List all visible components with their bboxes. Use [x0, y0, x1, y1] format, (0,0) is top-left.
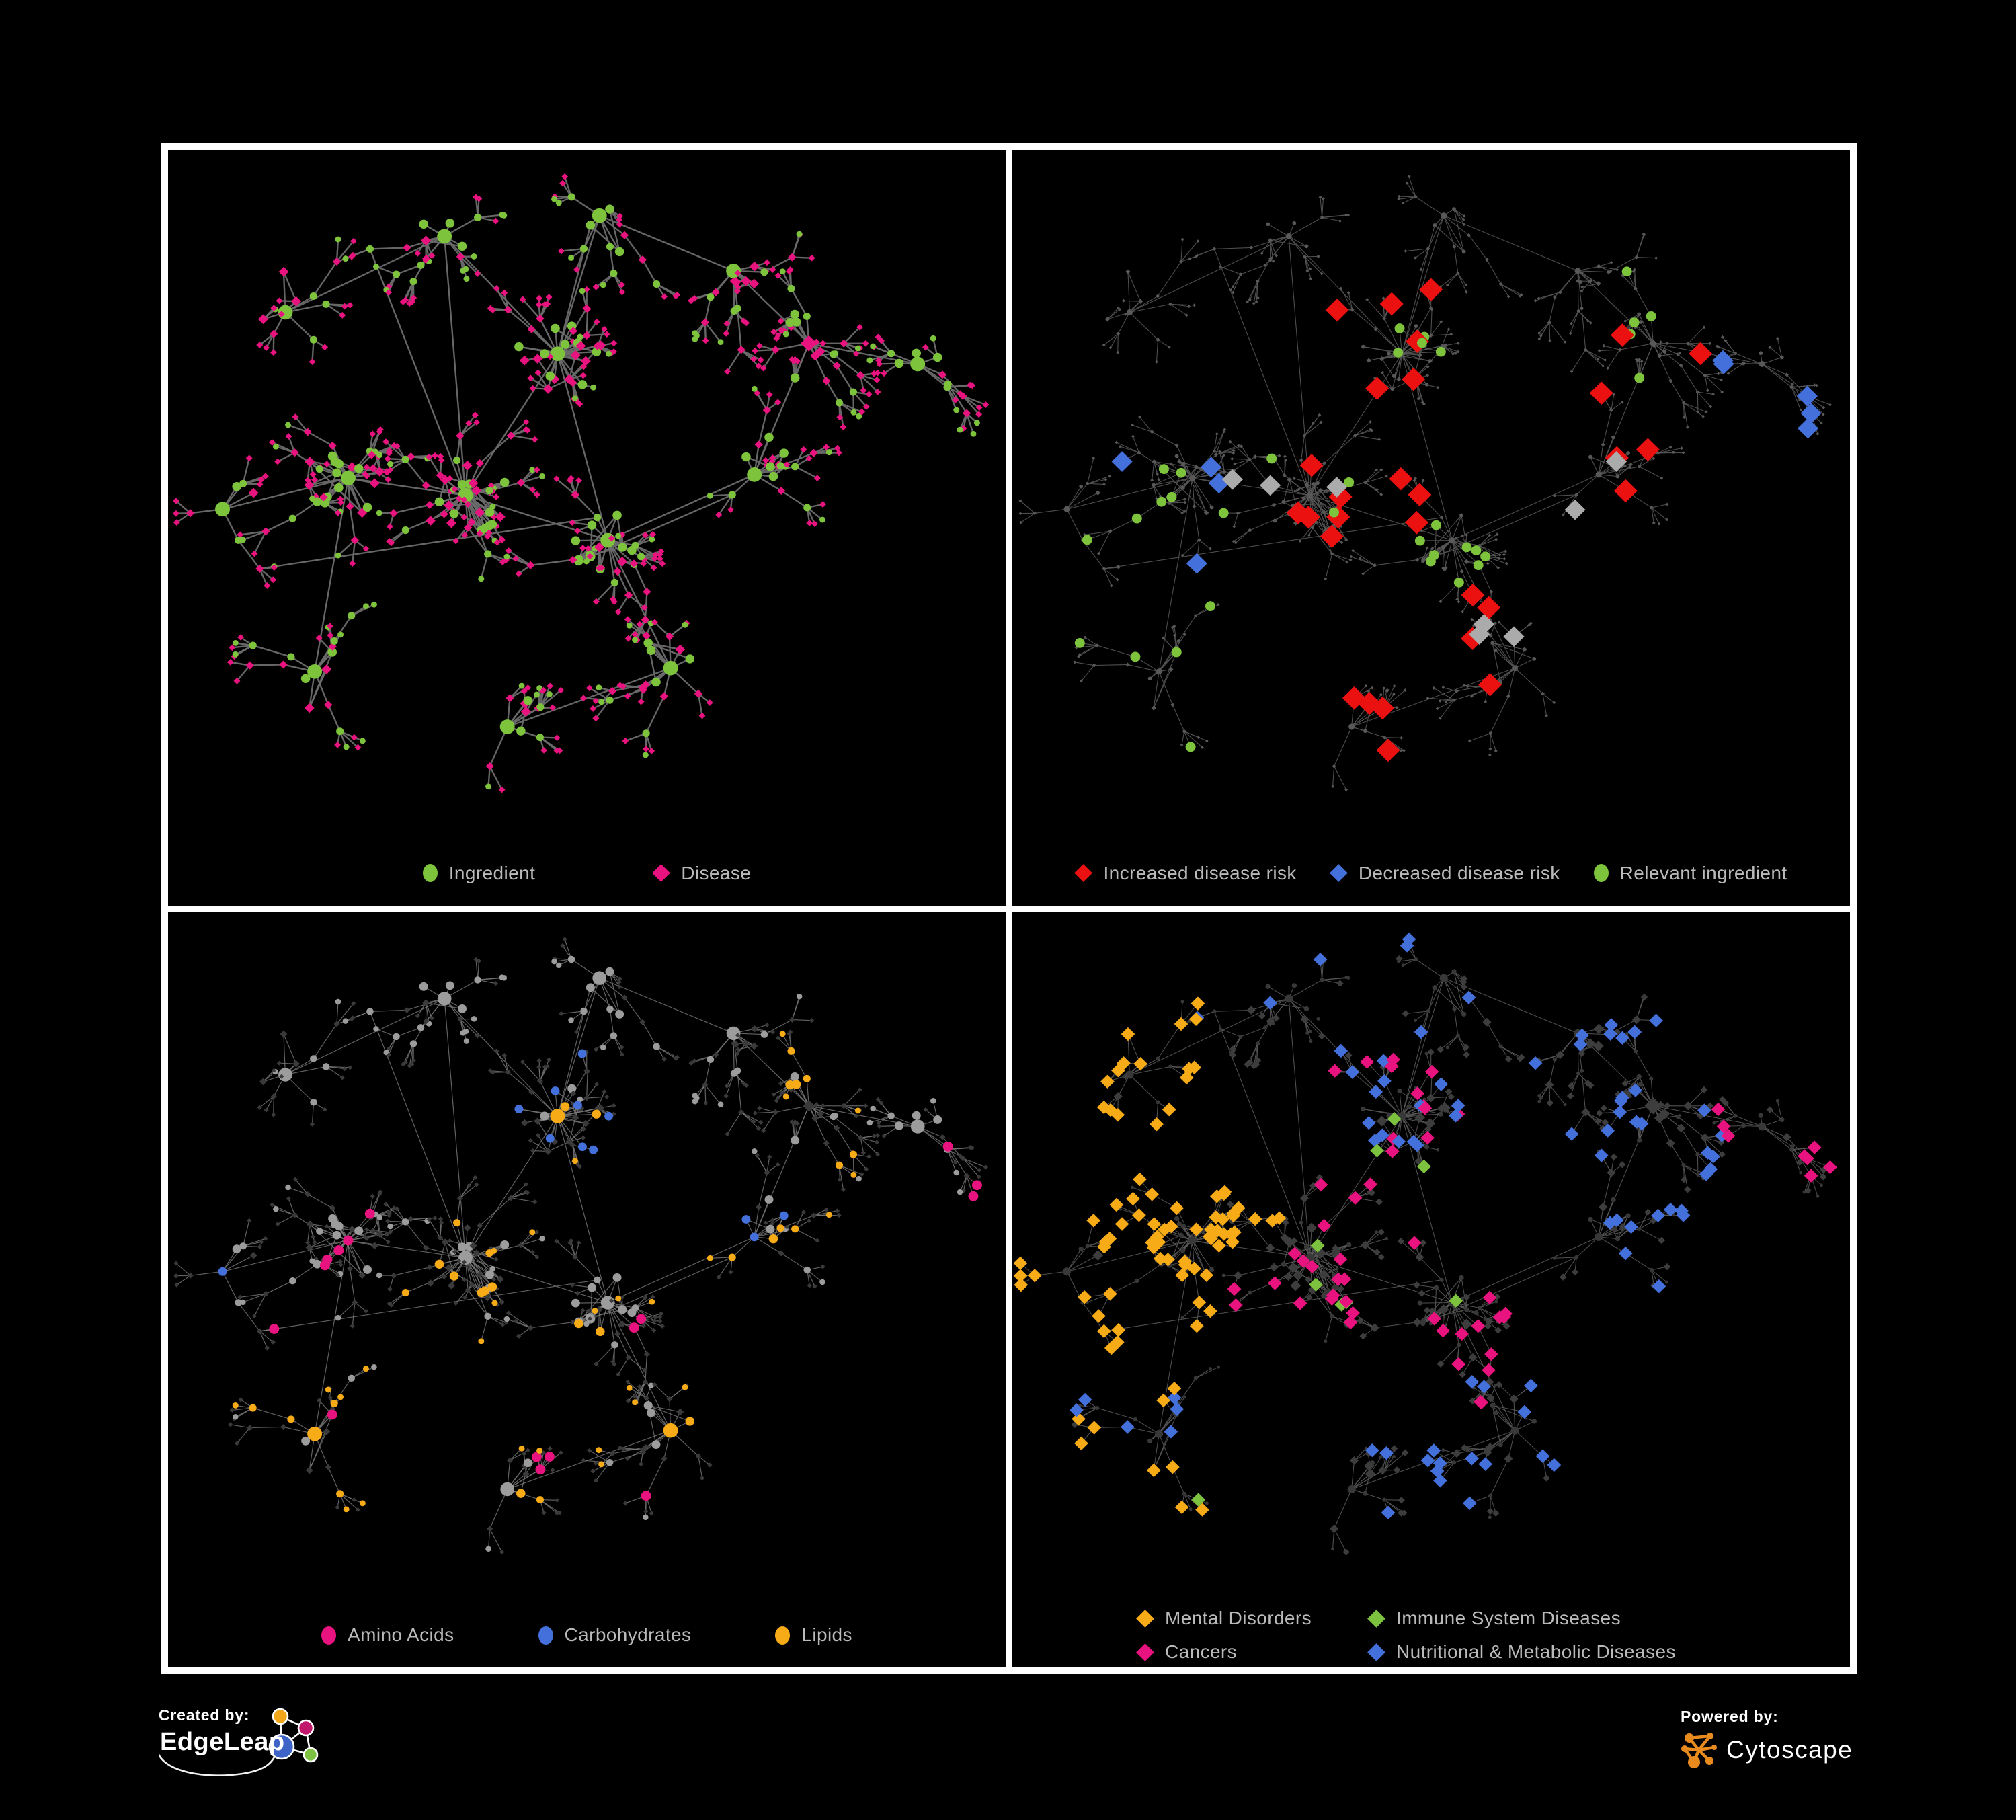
circle-icon	[321, 1626, 337, 1645]
circle-icon	[422, 864, 438, 882]
cytoscape-wordmark: Cytoscape	[1726, 1736, 1853, 1764]
legend-disease-classes: Mental Disorders Immune System Diseases Ca…	[1012, 1603, 1850, 1667]
panel-grid: Ingredient Disease Increased disease risk…	[161, 143, 1857, 1674]
legend-item: Carbohydrates	[538, 1624, 692, 1646]
legend-item: Nutritional & Metabolic Diseases	[1367, 1641, 1676, 1663]
panel-ingredient-disease: Ingredient Disease	[168, 150, 1006, 906]
diamond-icon	[1329, 864, 1348, 882]
diamond-icon	[1367, 1643, 1385, 1661]
legend-item: Lipids	[775, 1624, 852, 1646]
diamond-icon	[652, 864, 671, 882]
legend-label: Immune System Diseases	[1396, 1608, 1621, 1628]
legend-label: Disease	[681, 862, 752, 883]
cytoscape-logo-icon	[1681, 1733, 1717, 1768]
diamond-icon	[1136, 1609, 1154, 1628]
panel-nutrient-classes: Amino Acids Carbohydrates Lipids	[168, 912, 1006, 1667]
cytoscape-branding: Powered by:	[1681, 1708, 1882, 1782]
legend-item: Ingredient	[422, 862, 536, 884]
diamond-icon	[1136, 1643, 1154, 1661]
legend-label: Ingredient	[448, 862, 536, 883]
legend-item: Cancers	[1136, 1641, 1312, 1663]
legend-label: Cancers	[1165, 1641, 1238, 1662]
edgeleap-branding: Created by: EdgeLeap	[159, 1706, 481, 1794]
disease-class-network-graph	[1013, 932, 1837, 1556]
disease-risk-network-graph	[1018, 175, 1832, 791]
nutrient-class-network-graph	[173, 936, 989, 1554]
legend-label: Nutritional & Metabolic Diseases	[1396, 1641, 1676, 1662]
circle-icon	[538, 1626, 553, 1645]
legend-item: Immune System Diseases	[1367, 1608, 1676, 1629]
diamond-icon	[1074, 864, 1093, 882]
legend-item: Relevant ingredient	[1593, 862, 1787, 884]
legend-label: Relevant ingredient	[1619, 862, 1787, 883]
circle-icon	[1593, 864, 1609, 882]
created-by-label: Created by:	[159, 1706, 250, 1724]
panel-disease-classes: Mental Disorders Immune System Diseases Ca…	[1012, 912, 1850, 1667]
legend-label: Lipids	[801, 1624, 852, 1645]
legend-label: Carbohydrates	[564, 1624, 692, 1645]
edgeleap-wordmark: EdgeLeap	[160, 1728, 285, 1756]
legend-label: Increased disease risk	[1103, 862, 1297, 883]
edgeleap-logo-icon	[159, 1708, 319, 1776]
legend-item: Disease	[652, 862, 752, 884]
ingredient-disease-network-graph	[172, 173, 990, 793]
circle-icon	[775, 1626, 791, 1645]
panel-disease-risk: Increased disease risk Decreased disease …	[1012, 150, 1850, 906]
diamond-icon	[1367, 1609, 1385, 1628]
legend-item: Decreased disease risk	[1329, 862, 1560, 884]
powered-by-label: Powered by:	[1681, 1708, 1779, 1725]
legend-ingredient-disease: Ingredient Disease	[168, 841, 1006, 906]
legend-nutrient-classes: Amino Acids Carbohydrates Lipids	[168, 1603, 1006, 1667]
legend-disease-risk: Increased disease risk Decreased disease …	[1012, 841, 1850, 906]
legend-item: Amino Acids	[321, 1624, 454, 1646]
legend-label: Mental Disorders	[1165, 1608, 1312, 1628]
legend-label: Amino Acids	[348, 1624, 454, 1645]
legend-item: Increased disease risk	[1074, 862, 1297, 884]
legend-item: Mental Disorders	[1136, 1608, 1312, 1629]
legend-label: Decreased disease risk	[1358, 862, 1560, 883]
